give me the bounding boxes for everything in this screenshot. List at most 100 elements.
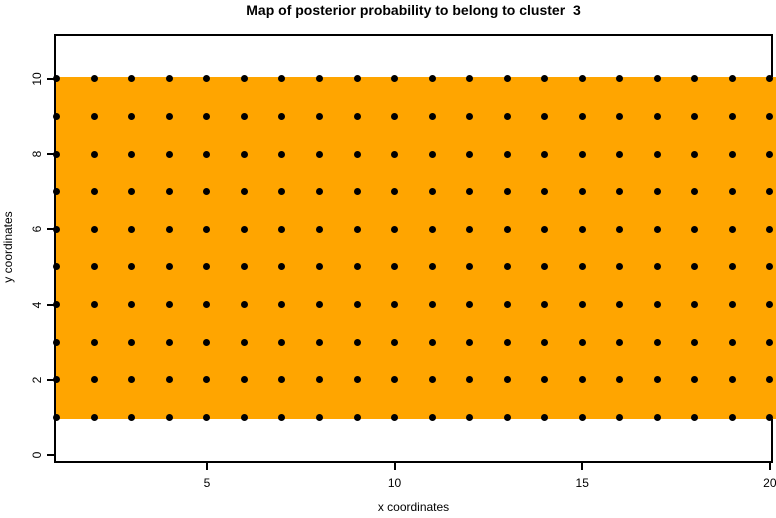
grid-dot	[466, 113, 474, 120]
grid-dot	[766, 301, 774, 308]
grid-dot	[240, 338, 248, 346]
grid-dot	[90, 150, 98, 158]
grid-dot	[165, 338, 173, 346]
grid-dot	[616, 188, 624, 196]
grid-dot	[541, 263, 549, 271]
grid-dot	[240, 75, 248, 83]
grid-dot	[240, 150, 248, 158]
grid-dot	[503, 75, 511, 83]
grid-dot	[128, 113, 136, 120]
grid-dot	[240, 413, 248, 421]
grid-dot	[128, 301, 136, 308]
grid-dot	[203, 301, 211, 308]
grid-dot	[391, 413, 399, 421]
grid-dot	[90, 263, 98, 271]
grid-dot	[391, 75, 399, 83]
grid-dot	[541, 413, 549, 421]
grid-dot	[466, 301, 474, 308]
grid-dot	[391, 301, 399, 308]
grid-dot	[653, 113, 661, 120]
y-tick	[47, 228, 54, 231]
grid-dot	[616, 338, 624, 346]
grid-dot	[503, 113, 511, 120]
grid-dot	[90, 338, 98, 346]
y-tick	[47, 153, 54, 156]
grid-dot	[353, 188, 361, 196]
grid-dot	[466, 150, 474, 158]
grid-dot	[240, 301, 248, 308]
grid-dot	[353, 301, 361, 308]
grid-dot	[503, 225, 511, 233]
grid-dot	[691, 188, 699, 196]
grid-dot	[691, 263, 699, 271]
grid-dot	[653, 188, 661, 196]
grid-dot	[165, 263, 173, 271]
grid-dot	[203, 338, 211, 346]
grid-dot	[728, 263, 736, 271]
y-tick-label: 6	[30, 225, 44, 233]
grid-dot	[503, 338, 511, 346]
grid-dot	[653, 413, 661, 421]
grid-dot	[353, 376, 361, 384]
grid-dot	[578, 75, 586, 83]
grid-dot	[240, 376, 248, 384]
grid-dot	[691, 376, 699, 384]
grid-dot	[128, 188, 136, 196]
grid-dot	[503, 263, 511, 271]
grid-dot	[353, 263, 361, 271]
grid-dot	[578, 301, 586, 308]
grid-dot	[541, 75, 549, 83]
grid-dot	[165, 376, 173, 384]
grid-dot	[578, 263, 586, 271]
y-tick-label: 10	[30, 72, 44, 86]
grid-dot	[316, 188, 324, 196]
grid-dot	[53, 263, 61, 271]
grid-dot	[541, 225, 549, 233]
grid-dot	[53, 225, 61, 233]
grid-dot	[240, 113, 248, 120]
grid-dot	[428, 413, 436, 421]
grid-dot	[653, 75, 661, 83]
y-tick-label: 4	[30, 301, 44, 308]
grid-dot	[728, 225, 736, 233]
grid-dot	[240, 188, 248, 196]
grid-dot	[203, 75, 211, 83]
grid-dot	[165, 113, 173, 120]
grid-dot	[316, 301, 324, 308]
grid-dot	[728, 301, 736, 308]
grid-dot	[53, 113, 61, 120]
grid-dot	[728, 150, 736, 158]
grid-dot	[616, 75, 624, 83]
grid-dot	[541, 376, 549, 384]
grid-dot	[503, 150, 511, 158]
grid-dot	[766, 75, 774, 83]
grid-dot	[278, 263, 286, 271]
x-tick-label: 20	[763, 476, 776, 490]
grid-dot	[165, 225, 173, 233]
grid-dot	[766, 338, 774, 346]
grid-dot	[428, 263, 436, 271]
grid-dot	[766, 413, 774, 421]
grid-dot	[53, 188, 61, 196]
grid-dot	[391, 150, 399, 158]
grid-dot	[90, 75, 98, 83]
grid-dot	[653, 263, 661, 271]
grid-dot	[428, 301, 436, 308]
grid-dot	[203, 376, 211, 384]
grid-dot	[653, 301, 661, 308]
grid-dot	[466, 338, 474, 346]
grid-dot	[728, 376, 736, 384]
x-tick-label: 5	[203, 476, 211, 490]
grid-dot	[541, 338, 549, 346]
grid-dot	[165, 75, 173, 83]
y-tick-label: 0	[30, 451, 44, 459]
grid-dot	[240, 225, 248, 233]
grid-dot	[53, 413, 61, 421]
grid-dot	[165, 188, 173, 196]
grid-dot	[766, 113, 774, 120]
grid-dot	[278, 188, 286, 196]
grid-dot	[278, 376, 286, 384]
grid-dot	[691, 301, 699, 308]
grid-dot	[53, 75, 61, 83]
grid-dot	[691, 338, 699, 346]
